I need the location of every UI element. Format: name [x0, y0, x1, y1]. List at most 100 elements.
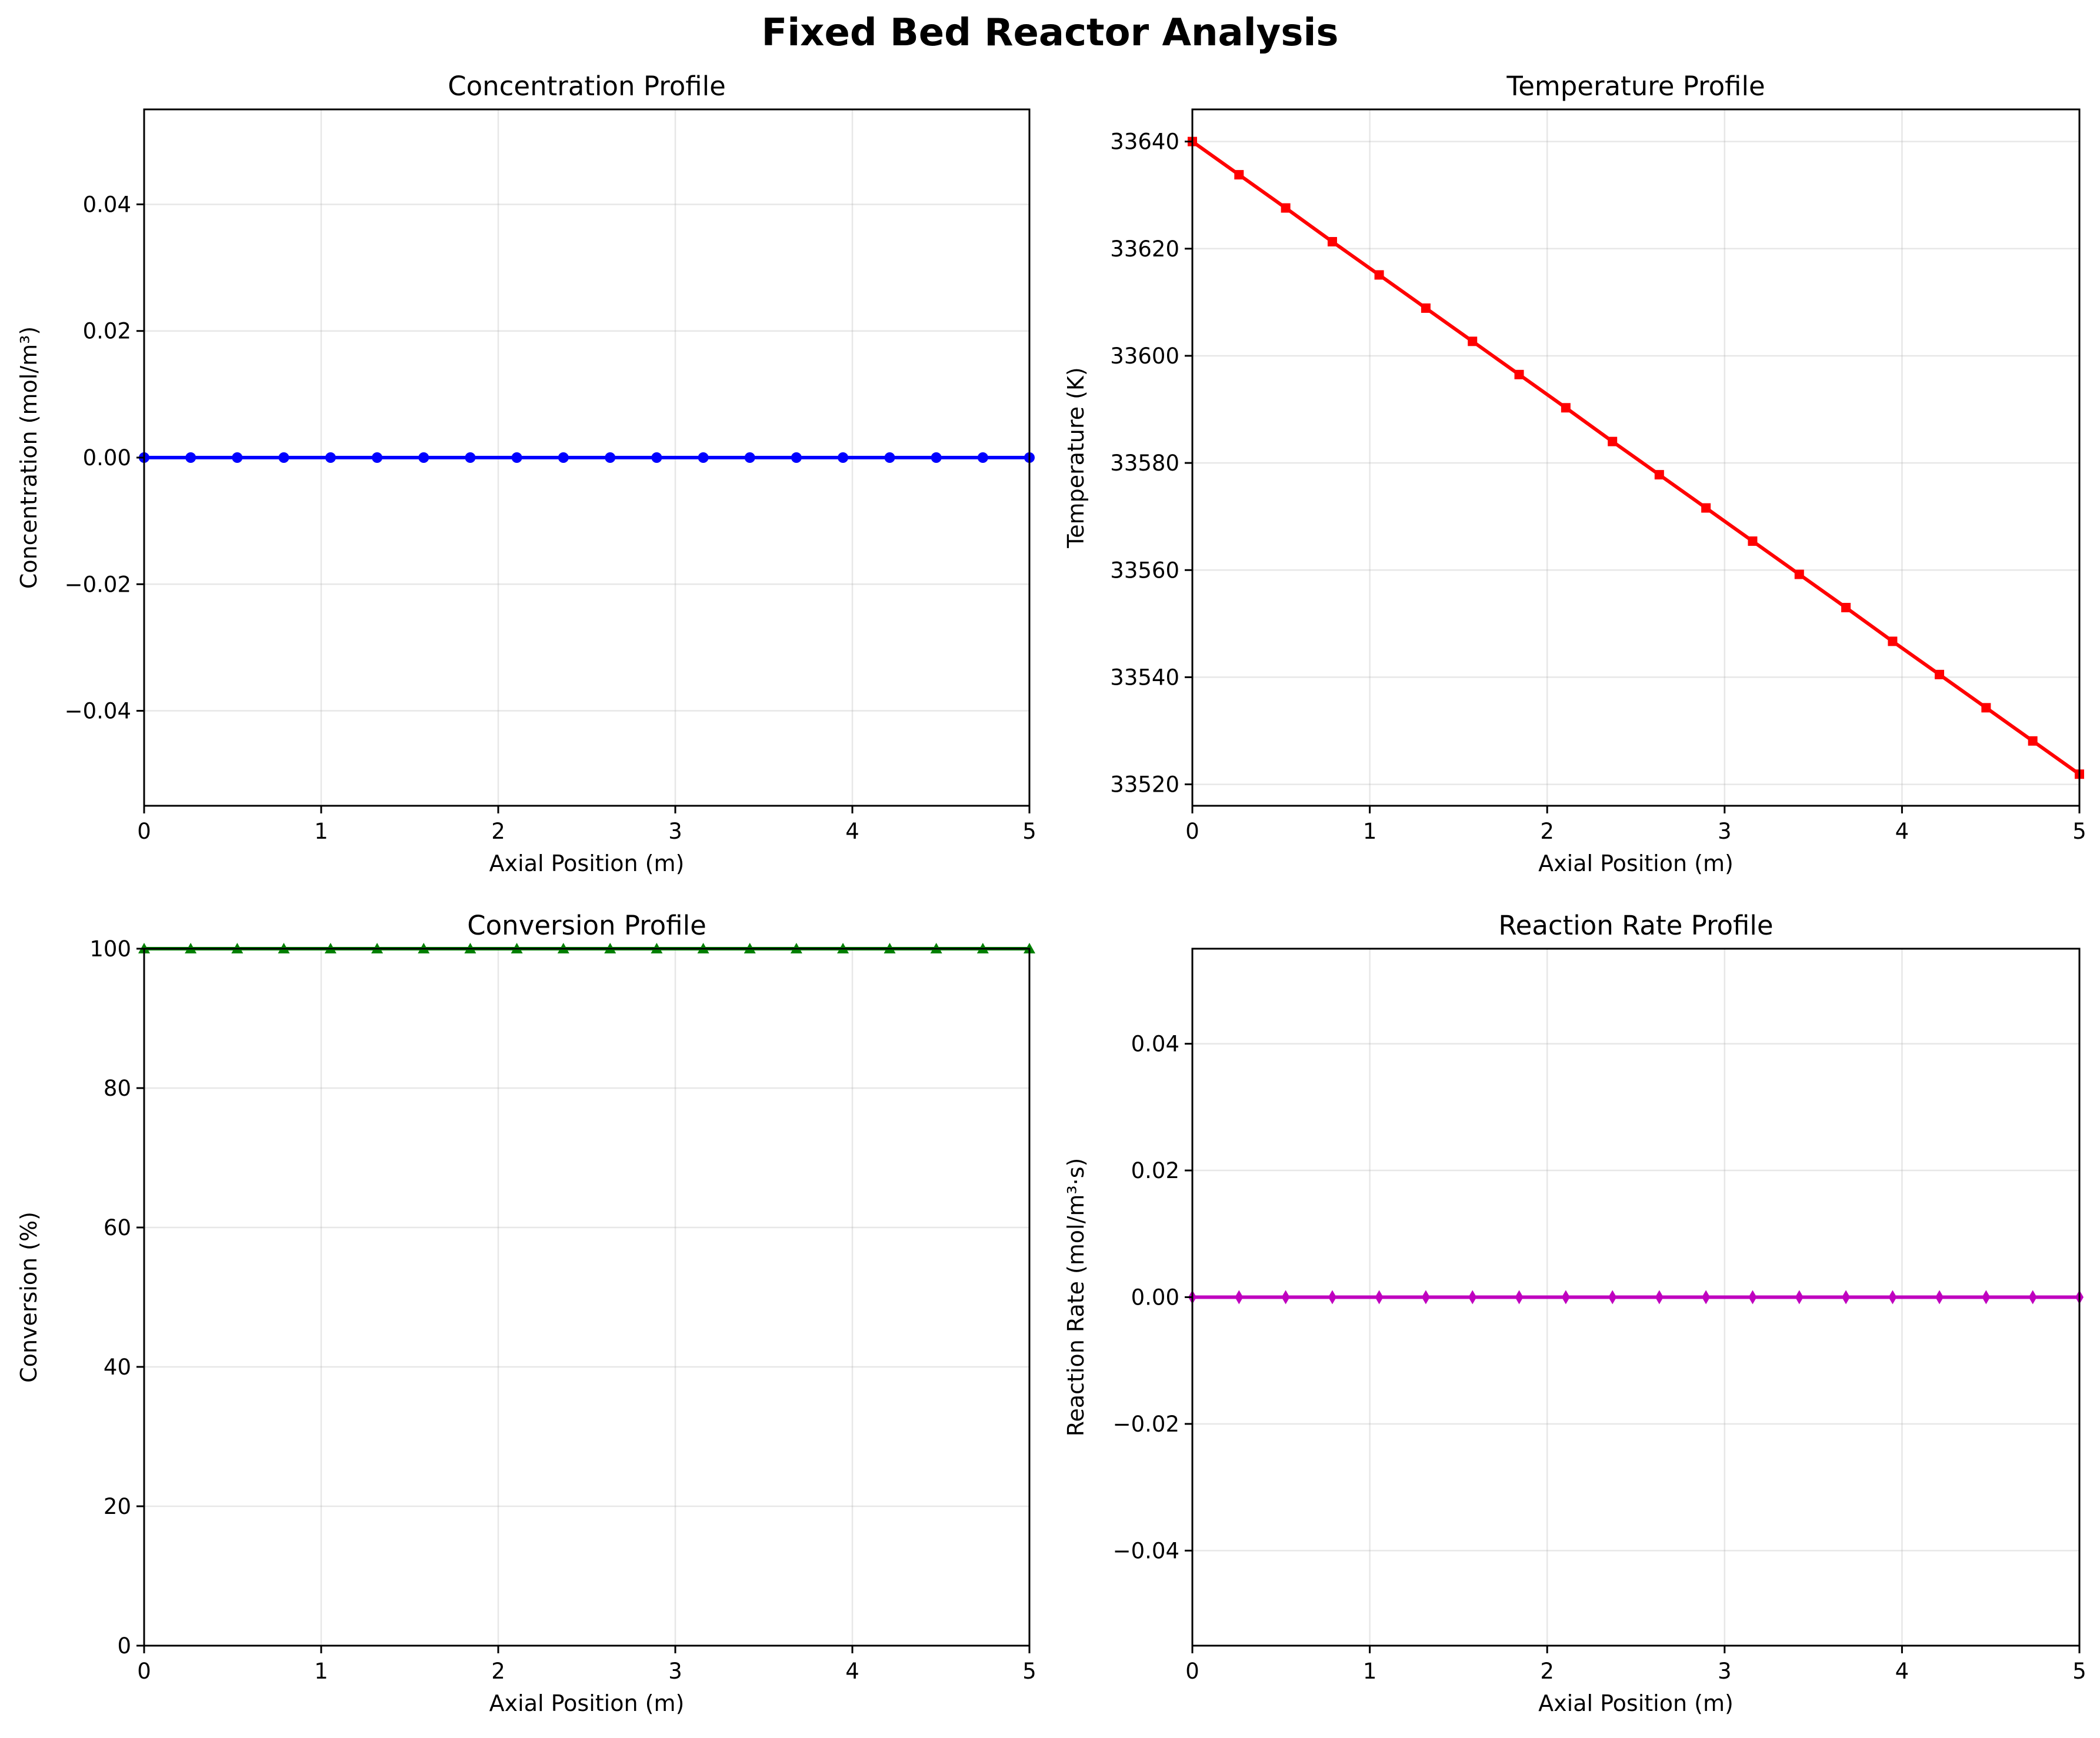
data-point-16 — [884, 452, 895, 463]
data-point-9 — [1608, 436, 1618, 446]
data-point-3 — [278, 452, 289, 463]
data-point-10 — [1655, 1290, 1664, 1305]
plot-frame — [143, 948, 1031, 1647]
data-point-8 — [1561, 403, 1571, 413]
y-axis: 0 20 40 60 80 100 — [89, 936, 144, 1659]
data-point-6 — [1468, 336, 1478, 346]
y-tick-label-1: 33540 — [1110, 665, 1179, 690]
data-point-4 — [325, 452, 336, 463]
series-line — [1191, 140, 2081, 776]
x-axis-label: Axial Position (m) — [1538, 1690, 1734, 1716]
subplot-4: 0 1 2 3 4 5 −0.04 −0.02 0.00 0.02 0.04 Reaction Rat… — [1063, 910, 2086, 1716]
x-tick-label-0: 0 — [1185, 1659, 1199, 1684]
x-tick-label-1: 1 — [314, 819, 328, 844]
data-point-3 — [1327, 236, 1337, 246]
data-point-5 — [1421, 1290, 1430, 1305]
x-tick-label-3: 3 — [1718, 819, 1732, 844]
data-point-17 — [1981, 703, 1991, 713]
data-point-1 — [185, 452, 196, 463]
data-point-1 — [1235, 1290, 1244, 1305]
data-point-12 — [698, 452, 709, 463]
x-tick-label-4: 4 — [1895, 819, 1909, 844]
x-tick-label-4: 4 — [845, 819, 859, 844]
x-tick-label-5: 5 — [1022, 819, 1036, 844]
data-point-10 — [1654, 470, 1664, 480]
x-axis: 0 1 2 3 4 5 — [1185, 806, 2086, 844]
y-tick-label-0: 33520 — [1110, 772, 1179, 798]
y-axis: −0.04 −0.02 0.00 0.02 0.04 — [1113, 1032, 1192, 1563]
x-tick-label-4: 4 — [845, 1659, 859, 1684]
x-tick-label-2: 2 — [491, 819, 505, 844]
y-tick-label-4: 80 — [104, 1076, 131, 1101]
y-tick-label-0: 0 — [117, 1633, 131, 1659]
x-tick-label-3: 3 — [668, 819, 682, 844]
subplot-title: Temperature Profile — [1506, 71, 1765, 102]
data-point-1 — [1234, 170, 1244, 180]
data-point-4 — [1374, 270, 1384, 280]
x-tick-label-2: 2 — [491, 1659, 505, 1684]
data-point-15 — [1888, 636, 1898, 646]
y-tick-label-3: 0.02 — [1131, 1158, 1179, 1183]
y-axis-label: Concentration (mol/m³) — [16, 326, 42, 589]
data-point-6 — [1468, 1290, 1477, 1305]
data-point-2 — [1281, 203, 1291, 213]
figure-title: Fixed Bed Reactor Analysis — [762, 11, 1339, 55]
data-point-9 — [558, 452, 569, 463]
data-series — [1188, 136, 2084, 779]
x-axis: 0 1 2 3 4 5 — [137, 806, 1036, 844]
data-point-16 — [1935, 669, 1945, 679]
data-point-18 — [2028, 1290, 2037, 1305]
y-tick-label-3: 0.02 — [83, 319, 131, 344]
x-axis-label: Axial Position (m) — [1538, 850, 1734, 876]
y-tick-label-0: −0.04 — [65, 699, 131, 724]
x-tick-label-0: 0 — [137, 1659, 151, 1684]
data-point-17 — [1982, 1290, 1991, 1305]
data-point-13 — [1794, 569, 1804, 579]
y-tick-label-3: 60 — [104, 1215, 131, 1240]
x-tick-label-0: 0 — [137, 819, 151, 844]
data-series — [139, 452, 1035, 463]
data-point-11 — [651, 452, 662, 463]
y-tick-label-0: −0.04 — [1113, 1538, 1179, 1563]
data-point-15 — [1888, 1290, 1897, 1305]
x-tick-label-2: 2 — [1540, 819, 1554, 844]
subplot-title: Concentration Profile — [448, 71, 726, 102]
data-point-7 — [465, 452, 476, 463]
y-axis: −0.04 −0.02 0.00 0.02 0.04 — [65, 192, 144, 724]
data-point-6 — [418, 452, 429, 463]
y-tick-label-5: 100 — [89, 936, 131, 962]
data-point-14 — [791, 452, 802, 463]
y-tick-label-2: 40 — [104, 1355, 131, 1380]
x-tick-label-0: 0 — [1185, 819, 1199, 844]
plot-frame — [1191, 108, 2081, 807]
y-tick-label-2: 0.00 — [83, 445, 131, 471]
data-point-17 — [931, 452, 942, 463]
y-tick-label-6: 33640 — [1110, 129, 1179, 155]
x-tick-label-5: 5 — [2072, 819, 2086, 844]
data-point-12 — [1748, 536, 1758, 546]
data-point-15 — [838, 452, 849, 463]
y-tick-label-4: 33600 — [1110, 343, 1179, 369]
y-tick-label-4: 0.04 — [1131, 1032, 1179, 1057]
y-tick-label-1: −0.02 — [1113, 1412, 1179, 1437]
data-point-7 — [1515, 1290, 1524, 1305]
data-point-5 — [1421, 303, 1431, 313]
x-axis-label: Axial Position (m) — [489, 850, 685, 876]
data-point-14 — [1841, 603, 1851, 613]
data-point-13 — [744, 452, 755, 463]
subplot-1: 0 1 2 3 4 5 −0.04 −0.02 0.00 0.02 0.04 Concentratio… — [16, 71, 1036, 876]
x-tick-label-1: 1 — [1363, 1659, 1377, 1684]
x-axis: 0 1 2 3 4 5 — [1185, 1646, 2086, 1684]
x-tick-label-3: 3 — [668, 1659, 682, 1684]
data-point-5 — [372, 452, 383, 463]
data-point-14 — [1842, 1290, 1851, 1305]
y-tick-label-5: 33620 — [1110, 236, 1179, 262]
data-point-18 — [977, 452, 988, 463]
data-point-8 — [1561, 1290, 1570, 1305]
y-tick-label-1: 20 — [104, 1494, 131, 1519]
x-axis: 0 1 2 3 4 5 — [137, 1646, 1036, 1684]
y-tick-label-1: −0.02 — [65, 572, 131, 597]
y-tick-label-2: 0.00 — [1131, 1285, 1179, 1310]
x-tick-label-2: 2 — [1540, 1659, 1554, 1684]
data-point-18 — [2028, 736, 2038, 746]
